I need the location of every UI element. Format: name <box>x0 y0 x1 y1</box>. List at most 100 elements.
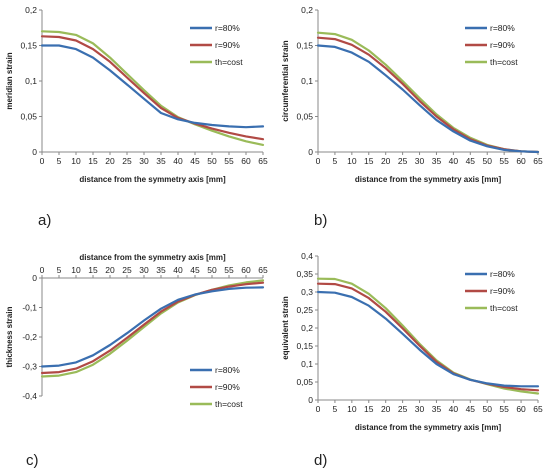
series-line-th=cost <box>40 30 265 146</box>
y-tick-label: 0 <box>32 273 37 283</box>
x-tick-label: 35 <box>156 265 166 275</box>
x-tick-label: 20 <box>105 156 115 166</box>
x-tick-label: 45 <box>190 265 200 275</box>
chart-svg: 0 0,05 0,1 0,15 0,2 0 5 10 15 20 25 30 35 40 45 50 55 60 6… <box>281 5 543 184</box>
x-axis-title: distance from the symmetry axis [mm] <box>355 175 502 184</box>
x-tick-label: 25 <box>398 156 408 166</box>
x-tick-label: 20 <box>381 156 391 166</box>
x-tick-label: 40 <box>449 156 459 166</box>
x-tick-label: 5 <box>57 156 62 166</box>
series-line-r=90% <box>40 35 265 141</box>
x-axis-title: distance from the symmetry axis [mm] <box>79 253 226 262</box>
legend-label: r=80% <box>215 23 240 33</box>
x-tick-label: 30 <box>139 156 149 166</box>
x-tick-label: 0 <box>40 156 45 166</box>
chart-circumferential-strain: 0 0,05 0,1 0,15 0,2 0 5 10 15 20 25 30 35 40 45 50 55 60 6… <box>275 0 550 200</box>
y-tick-label: 0,1 <box>301 359 313 369</box>
legend-label: r=90% <box>490 286 515 296</box>
y-tick-label: 0 <box>308 147 313 157</box>
x-tick-label: 55 <box>499 404 509 414</box>
y-tick-label: 0,2 <box>25 5 37 15</box>
x-axis-title: distance from the symmetry axis [mm] <box>355 423 502 432</box>
x-tick-label: 10 <box>347 156 357 166</box>
y-tick-label: 0,15 <box>20 41 37 51</box>
y-tick-label: 0,05 <box>296 112 313 122</box>
legend-label: r=90% <box>490 40 515 50</box>
series-line-r=90% <box>316 282 540 392</box>
x-tick-label: 40 <box>449 404 459 414</box>
panel-label-d: d) <box>314 452 328 469</box>
y-tick-label: 0 <box>308 395 313 405</box>
series-line-r=90% <box>40 281 265 375</box>
x-tick-label: 10 <box>71 265 81 275</box>
series-line-th=cost <box>316 277 540 395</box>
x-tick-label: 55 <box>499 156 509 166</box>
series-line-r=90% <box>316 36 540 154</box>
x-tick-label: 25 <box>122 265 132 275</box>
x-tick-label: 30 <box>415 404 425 414</box>
x-tick-label: 20 <box>105 265 115 275</box>
legend-label: th=cost <box>215 399 243 409</box>
legend-label: r=90% <box>215 382 240 392</box>
x-tick-label: 15 <box>88 265 98 275</box>
y-tick-label: -0,2 <box>22 332 37 342</box>
x-tick-label: 50 <box>482 404 492 414</box>
x-tick-label: 0 <box>316 156 321 166</box>
y-tick-label: 0,3 <box>301 287 313 297</box>
chart-svg: 0 0,05 0,1 0,15 0,2 0 5 10 15 20 25 30 35 40 45 50 55 60 6… <box>5 5 268 184</box>
panel-label-a: a) <box>38 212 52 229</box>
x-tick-label: 60 <box>241 265 251 275</box>
x-tick-label: 5 <box>333 156 338 166</box>
y-axis-title: meridian strain <box>5 52 14 109</box>
chart-equivalent-strain: 0 0,05 0,1 0,15 0,2 0,25 0,3 0,35 0,4 0 5 10 15 20 25 3… <box>275 236 550 446</box>
y-tick-label: 0,1 <box>301 76 313 86</box>
chart-thickness-strain: 0 -0,1 -0,2 -0,3 -0,4 0 5 10 15 20 25 30 35 40 45 50 55 6… <box>0 236 275 436</box>
legend-label: th=cost <box>215 57 243 67</box>
y-axis-title: equivalent strain <box>281 296 290 360</box>
series-line-th=cost <box>316 31 540 154</box>
x-tick-label: 25 <box>122 156 132 166</box>
y-tick-label: 0,15 <box>296 341 313 351</box>
panel-label-c: c) <box>26 452 39 469</box>
x-tick-label: 5 <box>333 404 338 414</box>
x-tick-label: 5 <box>57 265 62 275</box>
y-tick-label: 0,15 <box>296 41 313 51</box>
legend-label: r=90% <box>215 40 240 50</box>
series-line-r=80% <box>40 44 265 129</box>
x-tick-label: 40 <box>173 265 183 275</box>
x-tick-label: 65 <box>258 156 268 166</box>
y-tick-label: -0,3 <box>22 362 37 372</box>
y-tick-label: -0,1 <box>22 303 37 313</box>
legend-label: r=80% <box>490 269 515 279</box>
x-tick-label: 65 <box>533 156 543 166</box>
y-tick-label: -0,4 <box>22 391 37 401</box>
y-tick-label: 0,25 <box>296 305 313 315</box>
x-tick-label: 55 <box>224 156 234 166</box>
x-tick-label: 65 <box>533 404 543 414</box>
x-tick-label: 30 <box>415 156 425 166</box>
x-tick-label: 35 <box>432 156 442 166</box>
chart-svg: 0 -0,1 -0,2 -0,3 -0,4 0 5 10 15 20 25 30 35 40 45 50 55 6… <box>5 253 268 409</box>
y-tick-label: 0,05 <box>296 377 313 387</box>
x-tick-label: 60 <box>516 404 526 414</box>
x-tick-label: 20 <box>381 404 391 414</box>
x-tick-label: 45 <box>190 156 200 166</box>
x-tick-label: 15 <box>364 156 374 166</box>
x-tick-label: 50 <box>207 265 217 275</box>
y-tick-label: 0,35 <box>296 269 313 279</box>
x-tick-label: 35 <box>156 156 166 166</box>
series-line-r=80% <box>40 286 265 368</box>
y-tick-label: 0,05 <box>20 112 37 122</box>
chart-svg: 0 0,05 0,1 0,15 0,2 0,25 0,3 0,35 0,4 0 5 10 15 20 25 3… <box>281 251 543 432</box>
x-tick-label: 45 <box>466 156 476 166</box>
y-tick-label: 0,2 <box>301 5 313 15</box>
x-tick-label: 25 <box>398 404 408 414</box>
series-line-r=80% <box>316 44 540 154</box>
x-tick-label: 60 <box>241 156 251 166</box>
x-tick-label: 35 <box>432 404 442 414</box>
y-tick-label: 0,4 <box>301 251 313 261</box>
x-tick-label: 60 <box>516 156 526 166</box>
x-tick-label: 10 <box>71 156 81 166</box>
x-tick-label: 15 <box>88 156 98 166</box>
x-tick-label: 40 <box>173 156 183 166</box>
